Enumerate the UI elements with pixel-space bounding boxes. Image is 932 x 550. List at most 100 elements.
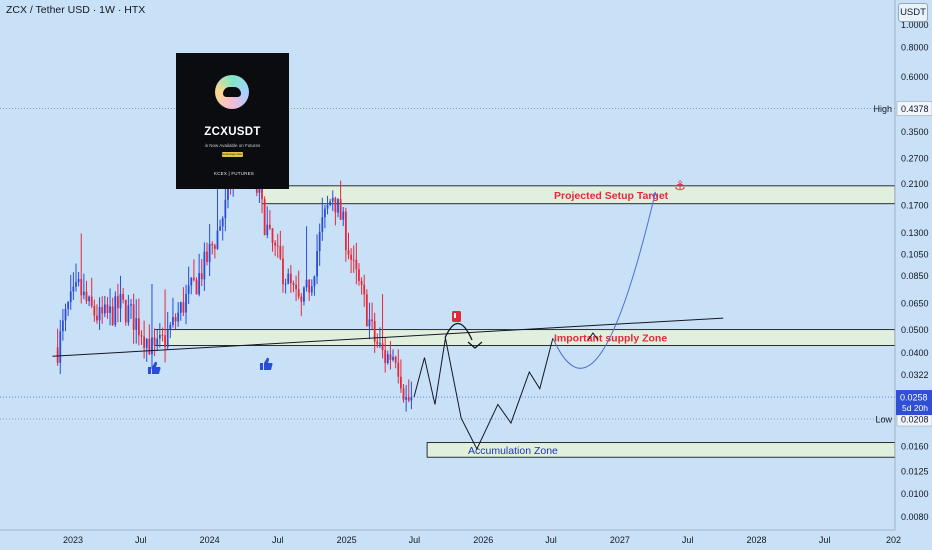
y-tick-label: 0.1700 <box>901 200 929 210</box>
candle-body <box>200 273 203 280</box>
candle-body <box>156 338 159 346</box>
candle-body <box>334 197 337 213</box>
x-tick-label: 2024 <box>200 535 220 545</box>
candle-body <box>151 337 153 355</box>
candle-body <box>389 354 392 360</box>
candle-body <box>164 335 166 348</box>
candle-body <box>271 228 274 243</box>
rejection-arrow-icon <box>467 341 483 349</box>
x-tick-label: Jul <box>272 535 284 545</box>
x-tick-label: 2026 <box>473 535 493 545</box>
candle-body <box>365 294 368 327</box>
candle-body <box>276 245 279 247</box>
flag-mark <box>454 313 456 318</box>
candle-body <box>337 199 339 213</box>
candle-body <box>297 289 300 297</box>
candle-body <box>376 341 379 345</box>
candle-body <box>148 338 151 355</box>
candle-body <box>96 315 98 321</box>
candle-body <box>219 226 222 231</box>
y-tick-label: 0.0400 <box>901 348 929 358</box>
chart-drawings: ⚓ <box>52 179 724 451</box>
candle-body <box>169 324 172 330</box>
candle-body <box>67 302 70 309</box>
candle-body <box>407 397 410 401</box>
candle-body <box>227 186 229 200</box>
y-tick-label: 0.0650 <box>901 298 929 308</box>
candle-body <box>303 287 305 302</box>
candle-body <box>399 376 402 389</box>
candle-body <box>292 283 295 285</box>
candle-body <box>109 306 111 313</box>
currency-button[interactable]: USDT <box>898 3 928 22</box>
thumbs-up-icon <box>148 361 161 374</box>
y-tick-label: 0.0100 <box>901 489 929 499</box>
anchor-icon: ⚓ <box>674 179 686 194</box>
candle-body <box>82 291 85 296</box>
candle-body <box>140 335 143 337</box>
candle-body <box>211 243 214 246</box>
candle-body <box>127 305 130 323</box>
y-tick-label: 0.0080 <box>901 512 929 522</box>
candle-body <box>358 269 360 282</box>
candle-body <box>300 296 303 302</box>
candle-body <box>203 251 206 280</box>
x-tick-label: Jul <box>819 535 831 545</box>
candle-body <box>295 284 297 290</box>
y-tick-label: 1.0000 <box>901 20 929 30</box>
candle-body <box>363 284 366 295</box>
promo-button[interactable]: Exchange Now <box>222 152 243 157</box>
candle-body <box>158 334 161 339</box>
y-tick-label: 0.0500 <box>901 325 929 335</box>
low-label: Low <box>875 415 892 425</box>
candle-body <box>145 338 148 348</box>
low-price: 0.0208 <box>901 415 929 425</box>
candle-body <box>85 291 88 302</box>
candle-body <box>279 246 282 259</box>
candle-body <box>161 334 164 336</box>
candle-body <box>119 294 122 309</box>
y-tick-label: 0.0125 <box>901 466 929 476</box>
candle-body <box>106 304 109 313</box>
candle-body <box>371 319 373 322</box>
promo-banner[interactable]: ZCXUSDT is Now Available on Futures Exch… <box>176 53 289 189</box>
promo-footer: KCEX | FUTURES <box>214 171 254 176</box>
thumbs-up-icon <box>260 357 273 370</box>
projection-curve <box>552 191 658 369</box>
candle-body <box>187 285 190 294</box>
candle-body <box>305 279 308 288</box>
candle-body <box>368 319 371 327</box>
candle-body <box>344 211 347 251</box>
high-badge <box>896 101 932 116</box>
zone-label: Accumulation Zone <box>468 445 558 457</box>
candle-body <box>61 320 64 332</box>
candle-body <box>69 291 72 303</box>
chart-zones: Projected Setup Target Important supply Z… <box>154 185 896 458</box>
candle-body <box>224 199 227 219</box>
candle-body <box>101 307 104 314</box>
candle-body <box>339 199 342 220</box>
candle-body <box>56 347 59 363</box>
candle-body <box>166 329 169 348</box>
candle-body <box>221 218 224 227</box>
candle-body <box>179 302 182 313</box>
candle-body <box>117 296 119 309</box>
candle-body <box>284 283 287 285</box>
x-tick-label: Jul <box>409 535 421 545</box>
candle-body <box>350 254 353 260</box>
candle-body <box>135 318 138 330</box>
projection-zigzag <box>413 338 554 451</box>
candle-body <box>381 343 384 351</box>
candle-body <box>266 224 269 236</box>
y-tick-label: 0.8000 <box>901 43 929 53</box>
candle-body <box>64 308 67 321</box>
candle-body <box>331 197 334 202</box>
high-label: High <box>873 104 892 114</box>
candle-body <box>282 258 284 285</box>
candle-body <box>190 277 193 286</box>
candle-body <box>98 307 101 321</box>
high-price: 0.4378 <box>901 104 929 114</box>
zone-label: Projected Setup Target <box>554 190 669 202</box>
candle-body <box>172 317 174 325</box>
